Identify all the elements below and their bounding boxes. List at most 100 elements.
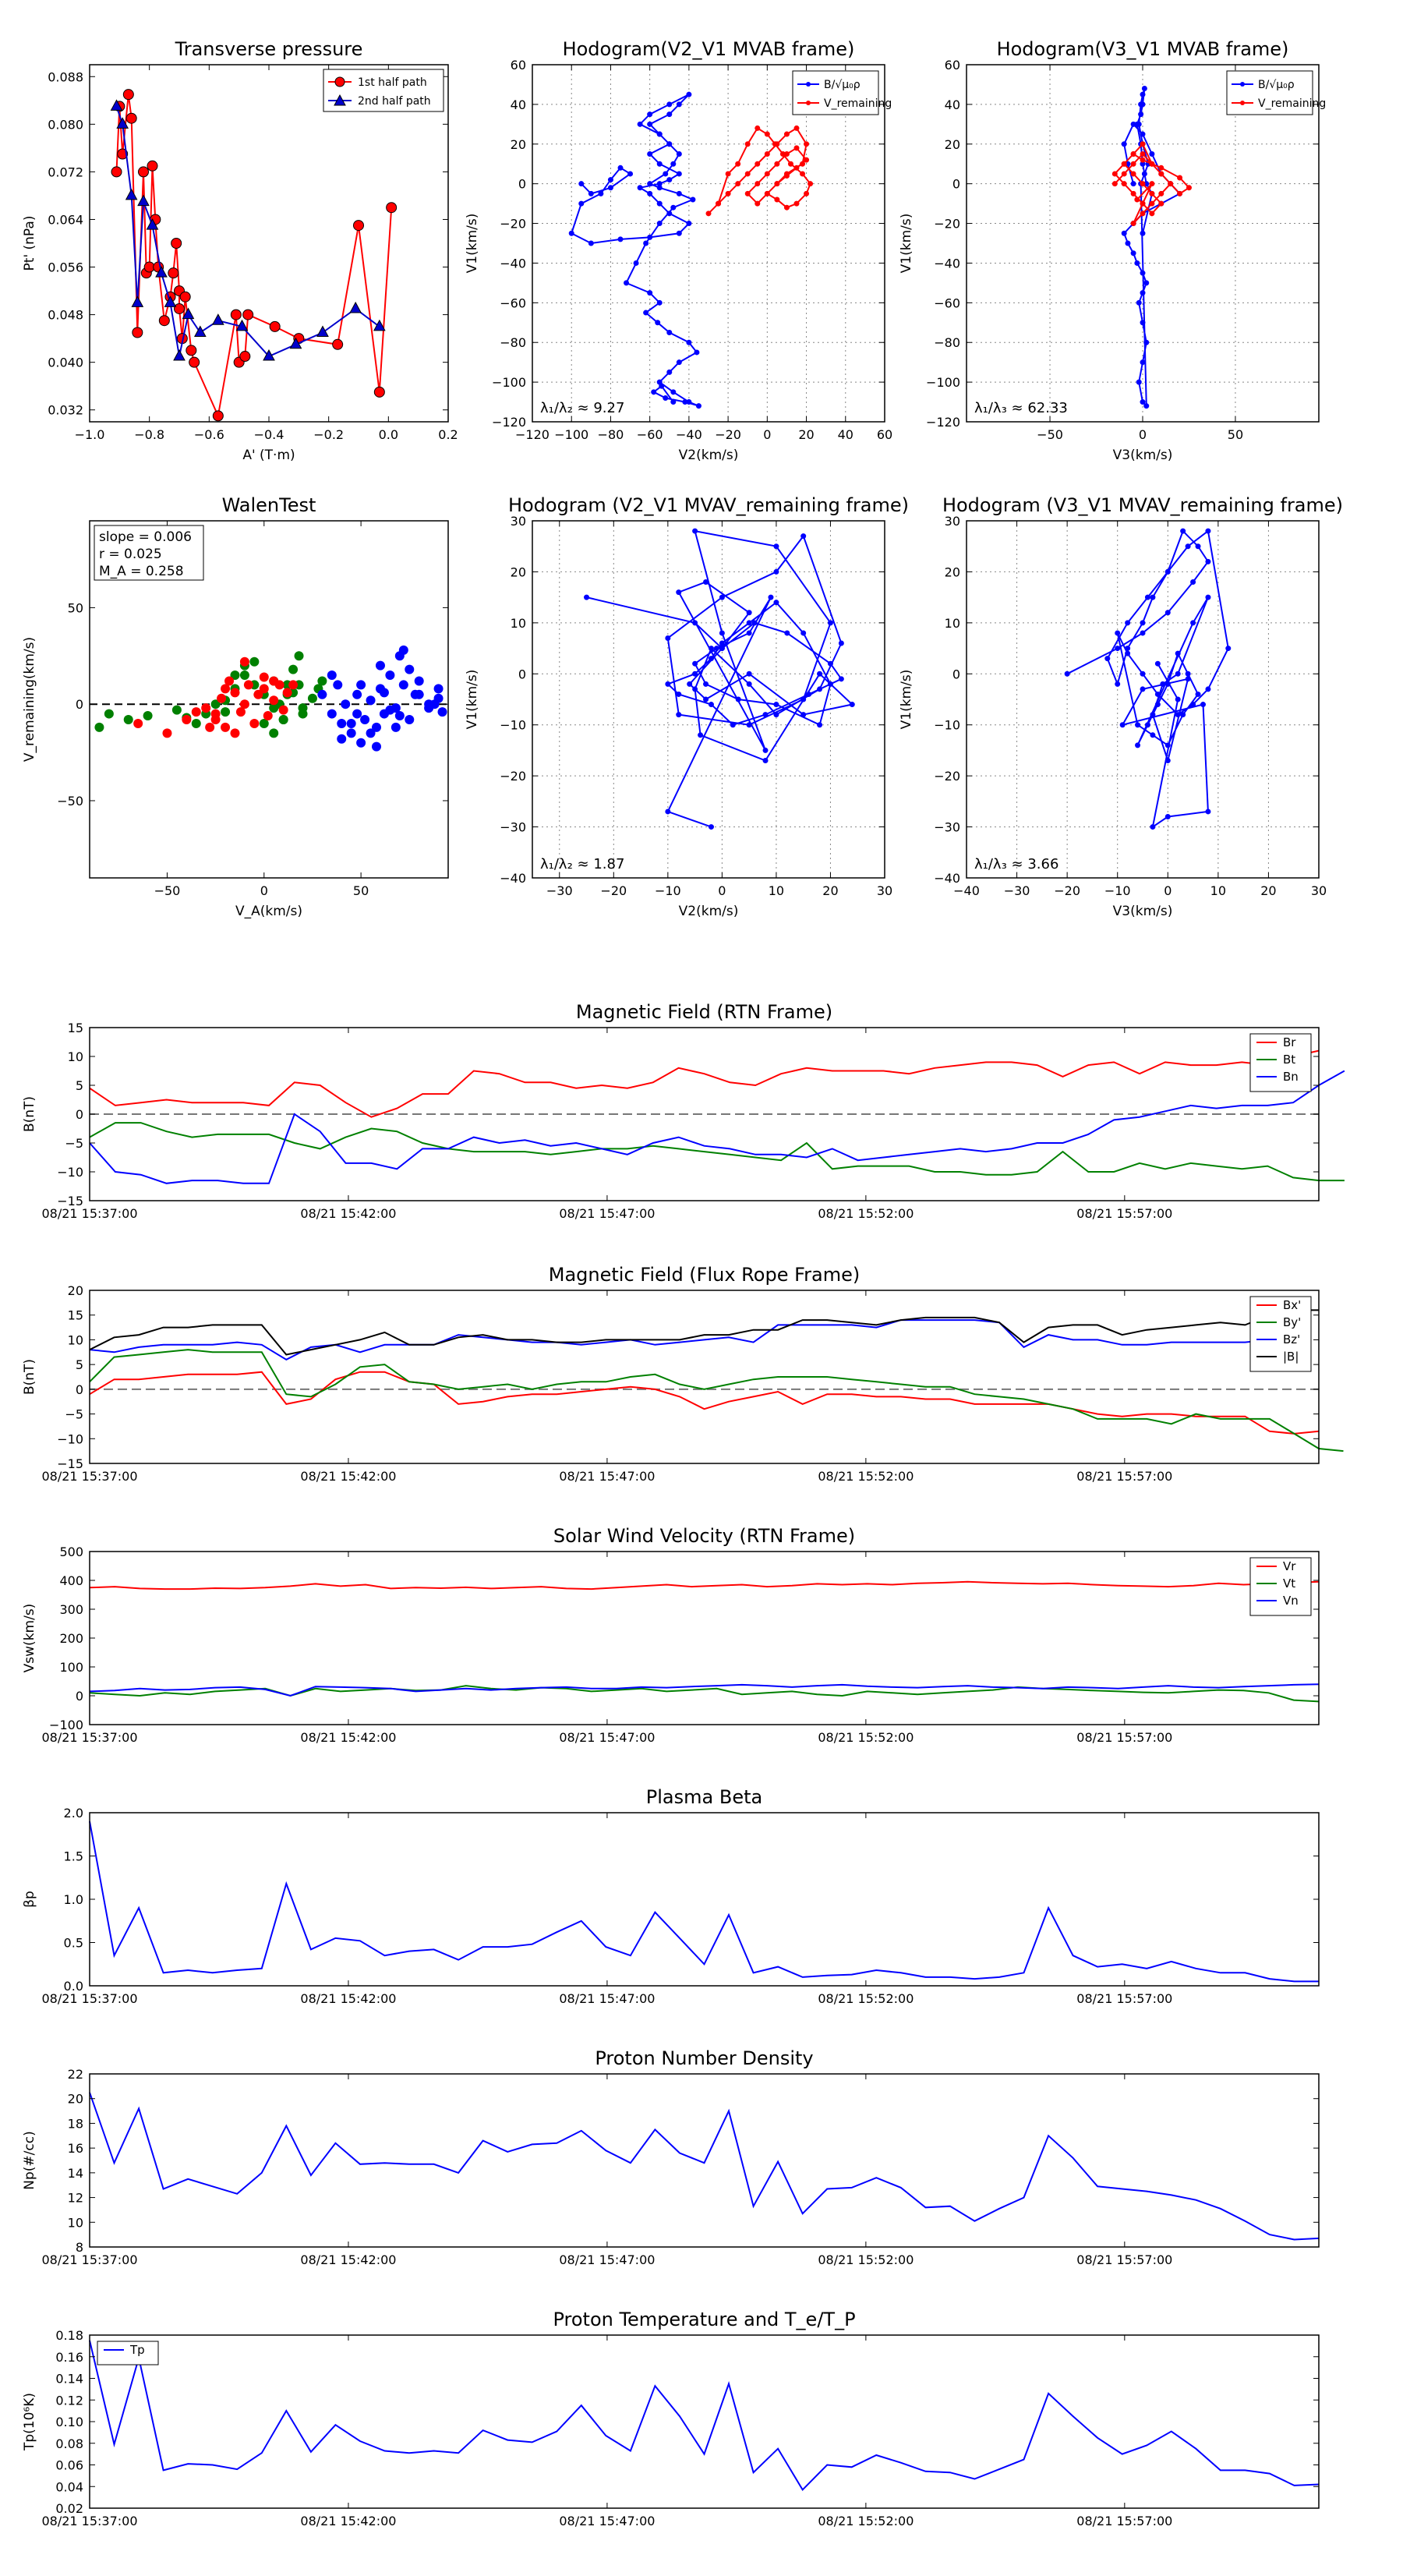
data-point (773, 702, 779, 708)
data-point (755, 161, 761, 167)
data-point (793, 200, 800, 207)
data-point (1135, 742, 1141, 748)
x-tick-label: 20 (1260, 883, 1276, 898)
series-line-Vr (89, 1580, 1320, 1591)
data-point (294, 651, 304, 661)
x-axis-label: A' (T·m) (242, 448, 295, 463)
data-point (827, 620, 833, 626)
data-point (210, 699, 221, 709)
data-point (746, 620, 752, 626)
y-tick-label: −5 (65, 1136, 83, 1151)
data-point (1140, 620, 1146, 626)
data-point (670, 204, 677, 211)
data-point (1205, 809, 1211, 815)
x-tick-label: −20 (1054, 883, 1080, 898)
data-point (578, 181, 585, 187)
x-tick-label: 10 (1210, 883, 1226, 898)
data-point (171, 238, 182, 249)
data-point (703, 696, 709, 702)
data-point (1190, 579, 1196, 586)
x-tick-label: −20 (715, 427, 741, 442)
data-point (1164, 568, 1171, 575)
data-point (1140, 157, 1146, 163)
data-point (695, 403, 702, 409)
data-point (414, 689, 424, 699)
data-point (690, 196, 696, 203)
y-tick-label: 0.056 (48, 260, 83, 275)
y-tick-label: −40 (934, 871, 960, 886)
data-point (158, 315, 170, 327)
data-point (1149, 161, 1155, 167)
data-point (1190, 620, 1196, 626)
y-tick-label: 0 (76, 1107, 83, 1122)
data-point (249, 718, 260, 728)
data-point (155, 266, 168, 278)
data-point (772, 141, 778, 147)
data-point (1121, 171, 1127, 177)
data-point (676, 359, 682, 366)
y-axis-label: V1(km/s) (899, 670, 914, 730)
data-point (617, 165, 624, 171)
data-point (705, 211, 712, 217)
y-axis-label: V1(km/s) (465, 670, 480, 730)
data-point (1121, 181, 1127, 187)
data-point (1149, 190, 1155, 196)
y-tick-label: −20 (934, 217, 960, 232)
data-point (1185, 676, 1191, 682)
x-tick-label: 08/21 15:52:00 (818, 1206, 914, 1221)
data-point (337, 718, 347, 728)
x-tick-label: 0 (1139, 427, 1147, 442)
data-point (298, 703, 308, 713)
data-point (1175, 696, 1181, 702)
legend-label: By' (1283, 1315, 1301, 1329)
data-point (755, 200, 761, 207)
data-point (692, 620, 698, 626)
data-point (1141, 171, 1147, 177)
data-point (1164, 681, 1171, 687)
data-point (212, 410, 224, 422)
data-point (762, 758, 769, 764)
data-point (598, 190, 604, 196)
y-tick-label: 60 (511, 58, 526, 73)
data-point (391, 722, 401, 732)
data-point (647, 151, 653, 157)
y-tick-label: 0 (518, 667, 526, 681)
series-path-1 (115, 106, 380, 358)
ratio-annotation: λ₁/λ₃ ≈ 62.33 (974, 400, 1068, 416)
y-tick-label: 50 (68, 600, 83, 615)
data-point (588, 240, 594, 246)
y-tick-label: 300 (59, 1602, 83, 1617)
x-tick-label: 20 (798, 427, 814, 442)
series-path-1 (708, 127, 811, 214)
data-point (1195, 543, 1201, 550)
data-point (746, 671, 752, 677)
data-point (221, 707, 231, 717)
chart-title: WalenTest (222, 494, 316, 516)
y-tick-label: −120 (492, 415, 526, 430)
x-tick-label: 0 (718, 883, 726, 898)
legend-label: Bz' (1283, 1332, 1300, 1346)
data-point (744, 141, 751, 147)
data-point (429, 699, 440, 709)
legend-label: V_remaining (824, 97, 892, 110)
y-tick-label: 2.0 (64, 1806, 83, 1821)
data-point (239, 656, 249, 667)
data-point (269, 728, 279, 738)
data-point (643, 240, 649, 246)
x-tick-label: 0 (1164, 883, 1172, 898)
x-tick-label: −80 (598, 427, 624, 442)
y-tick-label: 5 (76, 1357, 83, 1372)
x-tick-label: 08/21 15:47:00 (559, 1991, 655, 2006)
data-point (1130, 190, 1136, 196)
y-tick-label: 0.0 (64, 1979, 83, 1994)
y-tick-label: 10 (68, 1332, 83, 1347)
data-point (764, 171, 770, 177)
data-point (221, 684, 231, 694)
data-point (289, 337, 302, 349)
x-tick-label: 08/21 15:42:00 (300, 2252, 396, 2267)
x-tick-label: 08/21 15:47:00 (559, 2514, 655, 2528)
data-point (656, 221, 663, 227)
x-tick-label: 08/21 15:37:00 (41, 2252, 137, 2267)
data-point (1140, 359, 1146, 366)
data-point (288, 664, 299, 674)
